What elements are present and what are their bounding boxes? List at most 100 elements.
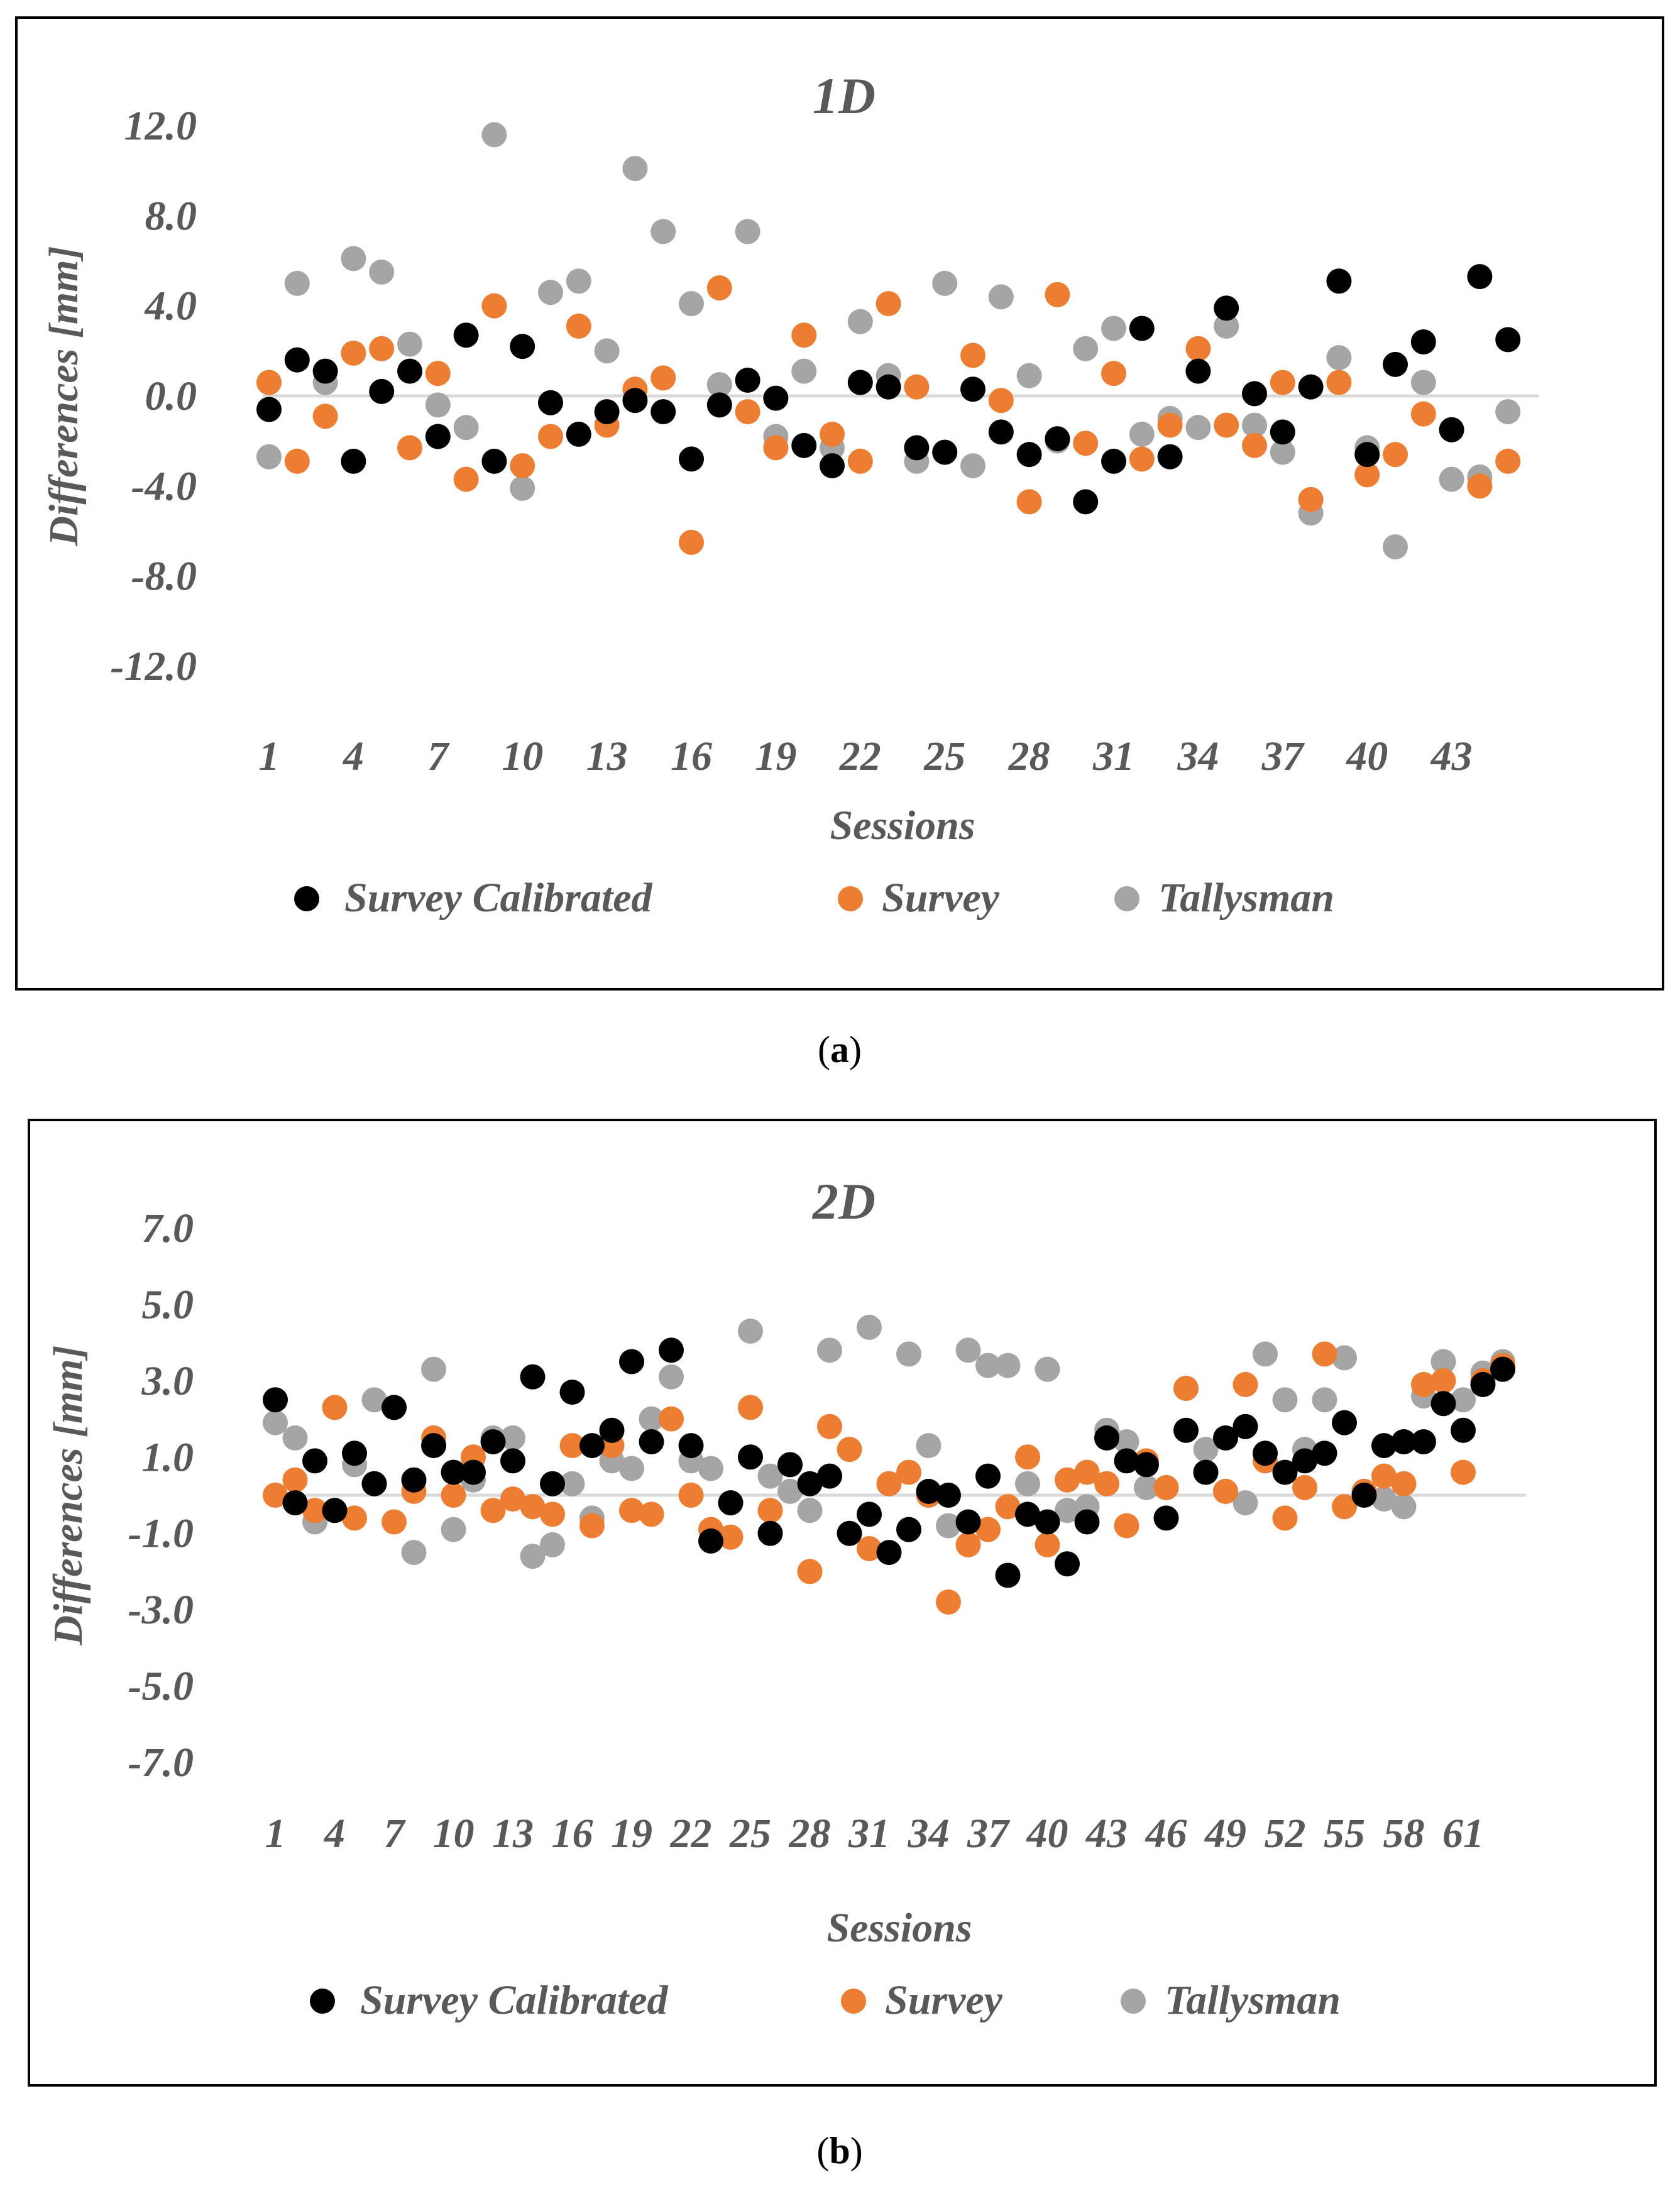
- y-tick-label: -8.0: [131, 554, 197, 600]
- data-point-survey-calibrated: [421, 1433, 446, 1459]
- data-point-survey: [342, 1505, 367, 1531]
- data-point-tallysman: [1272, 1387, 1298, 1413]
- data-point-survey-calibrated: [342, 1441, 367, 1466]
- data-point-tallysman: [361, 1387, 387, 1413]
- data-point-survey: [302, 1498, 327, 1523]
- data-point-survey: [1015, 1444, 1040, 1470]
- y-tick-label: 5.0: [142, 1282, 194, 1327]
- data-point-survey: [1332, 1494, 1357, 1520]
- y-tick-label: -3.0: [128, 1587, 194, 1633]
- data-point-survey: [566, 313, 591, 339]
- data-point-survey-calibrated: [481, 448, 507, 474]
- y-tick-label: 1.0: [142, 1434, 194, 1480]
- data-point-tallysman: [698, 1456, 723, 1481]
- data-point-tallysman: [1129, 421, 1155, 447]
- data-point-survey-calibrated: [1185, 358, 1211, 384]
- data-point-survey-calibrated: [1326, 268, 1352, 294]
- data-point-tallysman: [481, 122, 507, 148]
- legend-label-tallysman: Tallysman: [1165, 1977, 1341, 2023]
- data-point-tallysman: [1391, 1494, 1417, 1520]
- data-point-survey-calibrated: [955, 1509, 981, 1535]
- data-point-survey-calibrated: [1410, 329, 1436, 354]
- x-tick-label: 10: [433, 1811, 475, 1857]
- legend-label-tallysman: Tallysman: [1158, 875, 1334, 921]
- data-point-tallysman: [594, 338, 620, 364]
- data-point-tallysman: [1214, 313, 1239, 339]
- data-point-tallysman: [540, 1532, 565, 1557]
- data-point-survey-calibrated: [369, 378, 395, 404]
- data-point-survey-calibrated: [896, 1517, 921, 1542]
- data-point-survey: [1298, 486, 1324, 512]
- data-point-tallysman: [817, 1337, 842, 1363]
- data-point-tallysman: [510, 475, 535, 501]
- data-point-tallysman: [263, 1410, 288, 1435]
- data-point-survey-calibrated: [538, 390, 563, 415]
- data-point-survey-calibrated: [679, 446, 704, 472]
- data-point-survey: [995, 1494, 1021, 1520]
- data-point-survey-calibrated: [1270, 419, 1295, 445]
- data-point-tallysman: [916, 1433, 942, 1459]
- data-point-tallysman: [1332, 1345, 1357, 1371]
- data-point-survey-calibrated: [995, 1562, 1021, 1588]
- data-point-survey-calibrated: [425, 424, 451, 449]
- x-tick-label: 46: [1145, 1811, 1187, 1857]
- chart-panel-a: 1D Differences [mm] 12.0 8.0 4.0 0.0 -4.0 -8.0 -…: [15, 16, 1664, 991]
- data-point-survey-calibrated: [397, 358, 422, 384]
- data-point-survey: [453, 466, 479, 492]
- data-point-survey-calibrated: [1094, 1425, 1119, 1451]
- data-point-survey-calibrated: [361, 1471, 387, 1496]
- data-point-survey-calibrated: [1074, 1509, 1100, 1535]
- data-point-survey-calibrated: [837, 1520, 862, 1546]
- legend-marker-survey-calibrated: [310, 1989, 335, 2014]
- data-point-tallysman: [995, 1353, 1021, 1378]
- data-point-tallysman: [791, 358, 817, 384]
- data-point-survey-calibrated: [284, 347, 310, 373]
- data-point-survey-calibrated: [1354, 442, 1380, 468]
- caption-b-label: b: [829, 2130, 850, 2171]
- data-point-tallysman: [520, 1544, 546, 1569]
- x-tick-label: 16: [552, 1811, 593, 1857]
- data-point-survey-calibrated: [1213, 1425, 1238, 1451]
- data-point-tallysman: [1114, 1429, 1139, 1454]
- data-point-survey: [1354, 462, 1380, 488]
- data-point-tallysman: [1439, 466, 1464, 492]
- x-tick-label: 25: [729, 1811, 771, 1857]
- data-point-survey-calibrated: [1439, 417, 1464, 442]
- data-point-survey-calibrated: [1129, 316, 1155, 341]
- x-tick-label: 37: [967, 1811, 1011, 1857]
- data-point-survey: [876, 1471, 902, 1496]
- data-point-survey-calibrated: [988, 419, 1014, 445]
- x-tick-label: 1: [259, 733, 280, 779]
- data-point-tallysman: [1410, 370, 1436, 395]
- data-point-tallysman: [1035, 1356, 1060, 1382]
- data-point-survey-calibrated: [500, 1448, 525, 1474]
- data-point-survey: [1383, 442, 1408, 468]
- data-point-survey: [820, 421, 845, 447]
- data-point-survey-calibrated: [263, 1387, 288, 1413]
- caption-b: (b): [816, 2130, 863, 2171]
- data-point-tallysman: [538, 280, 563, 305]
- data-point-survey: [1055, 1467, 1080, 1493]
- data-point-survey-calibrated: [735, 367, 760, 393]
- data-point-tallysman: [397, 331, 422, 357]
- data-point-survey-calibrated: [1430, 1391, 1456, 1417]
- data-point-survey-calibrated: [1134, 1452, 1159, 1478]
- data-point-survey-calibrated: [1153, 1505, 1179, 1531]
- data-point-survey: [975, 1517, 1001, 1542]
- data-point-tallysman: [896, 1341, 921, 1367]
- data-point-survey-calibrated: [1312, 1441, 1337, 1466]
- x-tick-label: 52: [1265, 1811, 1306, 1857]
- data-point-survey: [1233, 1371, 1258, 1397]
- data-point-tallysman: [639, 1406, 664, 1432]
- data-point-survey: [1411, 1371, 1436, 1397]
- data-point-tallysman: [1312, 1387, 1337, 1413]
- data-point-survey-calibrated: [441, 1459, 466, 1485]
- data-point-tallysman: [441, 1517, 466, 1542]
- data-point-survey: [1173, 1376, 1199, 1401]
- data-point-tallysman: [988, 284, 1014, 310]
- data-point-survey: [1157, 412, 1183, 438]
- x-tick-label: 37: [1261, 733, 1305, 779]
- data-point-survey-calibrated: [1332, 1410, 1357, 1435]
- legend-label-survey: Survey: [885, 1977, 1003, 2023]
- data-point-tallysman: [559, 1471, 585, 1496]
